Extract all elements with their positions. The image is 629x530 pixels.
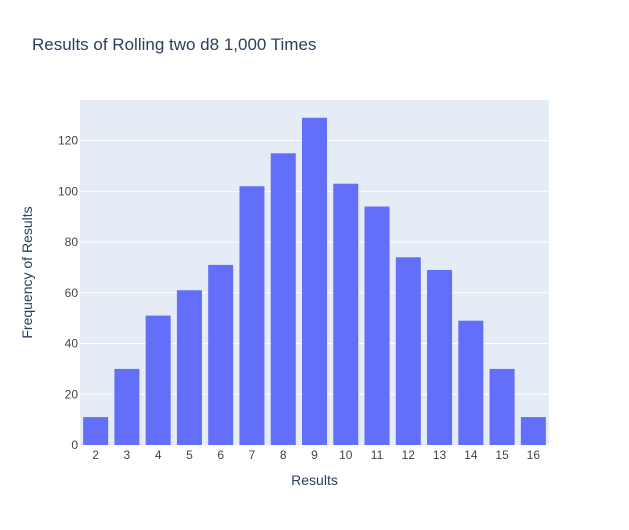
bar-12[interactable]	[395, 257, 421, 445]
x-tick-label: 11	[371, 448, 384, 462]
bar-6[interactable]	[208, 264, 234, 445]
x-tick-labels: 2 3 4 5 6 7 8 9 10 11 12 13 14 15 16	[92, 448, 540, 462]
x-tick-label: 6	[217, 448, 224, 462]
y-tick-label: 20	[65, 387, 79, 401]
bar-14[interactable]	[458, 320, 484, 445]
bar-7[interactable]	[239, 186, 265, 445]
x-tick-label: 3	[124, 448, 131, 462]
x-tick-label: 16	[527, 448, 541, 462]
bar-8[interactable]	[270, 153, 296, 445]
y-tick-labels: 0 20 40 60 80 100 120	[58, 134, 78, 452]
x-tick-label: 4	[155, 448, 162, 462]
y-tick-label: 80	[65, 235, 79, 249]
x-tick-label: 5	[186, 448, 193, 462]
x-tick-label: 2	[92, 448, 99, 462]
y-tick-label: 60	[65, 286, 79, 300]
chart-title: Results of Rolling two d8 1,000 Times	[32, 35, 316, 54]
bar-5[interactable]	[176, 290, 202, 445]
y-axis-title: Frequency of Results	[19, 206, 35, 338]
x-tick-label: 14	[464, 448, 478, 462]
bar-16[interactable]	[520, 417, 546, 445]
bar-13[interactable]	[427, 269, 453, 445]
x-tick-label: 7	[249, 448, 256, 462]
y-tick-label: 100	[58, 184, 78, 198]
bar-11[interactable]	[364, 206, 390, 445]
bars	[83, 117, 546, 445]
bar-2[interactable]	[83, 417, 109, 445]
x-tick-label: 8	[280, 448, 287, 462]
bar-15[interactable]	[489, 368, 515, 445]
x-axis-title: Results	[291, 472, 338, 488]
bar-4[interactable]	[145, 315, 171, 445]
y-tick-label: 40	[65, 337, 79, 351]
x-tick-label: 12	[402, 448, 416, 462]
x-tick-label: 9	[311, 448, 318, 462]
y-tick-label: 120	[58, 134, 78, 148]
x-tick-label: 13	[433, 448, 447, 462]
x-tick-label: 15	[495, 448, 509, 462]
x-tick-label: 10	[339, 448, 353, 462]
y-tick-label: 0	[71, 438, 78, 452]
bar-9[interactable]	[301, 117, 328, 445]
bar-3[interactable]	[114, 368, 140, 445]
bar-10[interactable]	[333, 183, 359, 445]
